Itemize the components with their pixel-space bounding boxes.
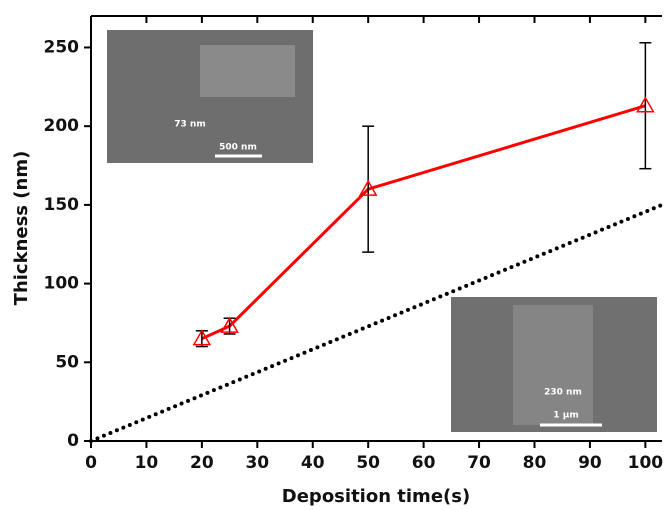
- y-axis-title: Thickness (nm): [11, 151, 32, 306]
- x-tick-label: 20: [190, 453, 214, 473]
- inset-scale: 500 nm: [219, 143, 257, 153]
- inset-feature: [513, 305, 593, 425]
- data-point: [358, 179, 378, 196]
- data-point: [192, 329, 212, 346]
- x-tick-label: 10: [135, 453, 159, 473]
- x-axis-title: Deposition time(s): [282, 486, 470, 507]
- inset-feature: [200, 45, 295, 97]
- x-tick-label: 60: [412, 453, 436, 473]
- inset-label: 73 nm: [174, 120, 205, 130]
- data-line: [201, 104, 646, 341]
- x-tick-label: 30: [245, 453, 269, 473]
- y-tick-label: 100: [44, 274, 80, 294]
- x-tick-label: 80: [523, 453, 547, 473]
- y-tick-label: 250: [44, 37, 80, 57]
- reference-line: [89, 202, 664, 443]
- inset-image: 230 nm 1 µm: [451, 297, 657, 432]
- inset-label: 230 nm: [544, 388, 582, 398]
- x-tick-label: 70: [467, 453, 491, 473]
- x-tick-label: 40: [301, 453, 325, 473]
- x-tick-label: 90: [578, 453, 602, 473]
- inset-scale: 1 µm: [553, 411, 578, 421]
- data-point: [220, 316, 239, 333]
- x-tick-label: 0: [85, 453, 97, 473]
- y-tick-label: 200: [44, 116, 80, 136]
- inset-image: 73 nm 500 nm: [107, 30, 313, 163]
- y-tick-label: 0: [67, 431, 79, 451]
- y-tick-label: 150: [44, 195, 80, 215]
- y-tick-label: 50: [55, 352, 79, 372]
- data-point: [636, 96, 655, 113]
- x-tick-label: 50: [356, 453, 380, 473]
- x-tick-label: 100: [628, 453, 664, 473]
